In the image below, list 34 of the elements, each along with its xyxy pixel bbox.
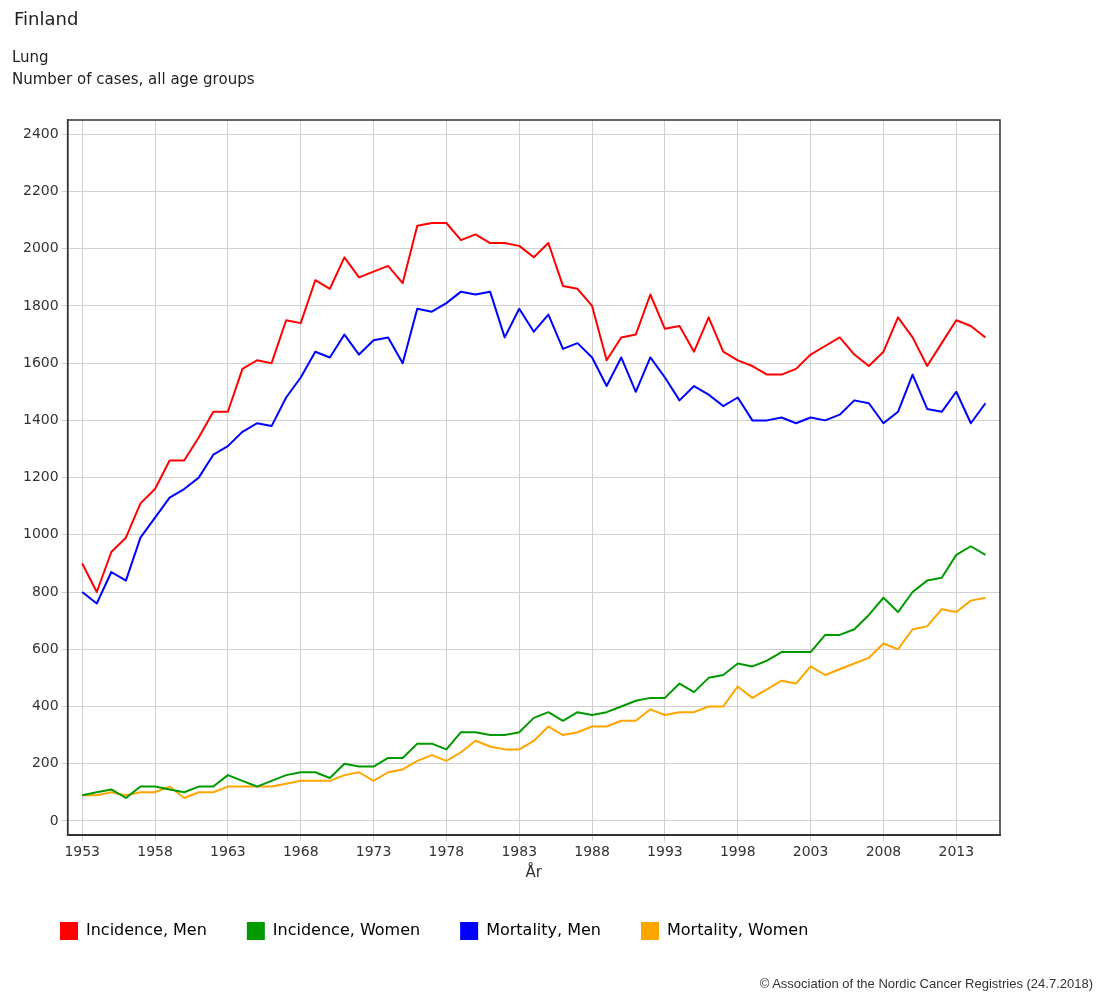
y-tick-label: 1000 [22,525,59,542]
x-tick-label: 1983 [501,843,538,860]
x-tick-label: 2003 [792,843,829,860]
x-tick-label: 1998 [719,843,756,860]
x-tick-label: 2008 [865,843,902,860]
x-tick-label: 1978 [428,843,465,860]
text: © Association of the Nordic Cancer Registries (24.7.2018) [759,976,1093,991]
y-tick-label: 600 [31,639,59,656]
legend-label: Mortality, Women [666,920,809,940]
x-tick-label: 1963 [210,843,246,860]
y-tick-label: 2400 [22,124,59,141]
y-tick-label: 200 [31,754,59,771]
x-tick-label: 1958 [137,843,173,860]
y-tick-label: 2200 [22,182,59,199]
x-tick-label: 1993 [647,843,683,860]
x-tick-label: 1953 [64,843,101,860]
chart-subtitle: Lung Number of cases, all age groups [12,47,255,90]
x-axis-title: År [525,861,543,881]
y-tick-label: 400 [31,697,59,714]
legend-label: Mortality, Men [486,920,601,940]
legend-label: Incidence, Women [272,920,421,940]
chart-title: Finland [14,8,79,29]
x-tick-label: 1988 [574,843,610,860]
y-tick-label: 1800 [22,296,59,313]
y-tick-label: 2000 [22,239,59,256]
y-tick-label: 1600 [22,353,59,370]
y-tick-label: 1400 [22,411,59,428]
y-tick-label: 0 [49,811,59,828]
legend-label: Incidence, Men [86,920,207,940]
x-tick-label: 2013 [938,843,975,860]
x-tick-label: 1973 [355,843,392,860]
y-tick-label: 800 [31,582,59,599]
x-tick-label: 1968 [282,843,319,860]
y-tick-label: 1200 [22,468,59,485]
